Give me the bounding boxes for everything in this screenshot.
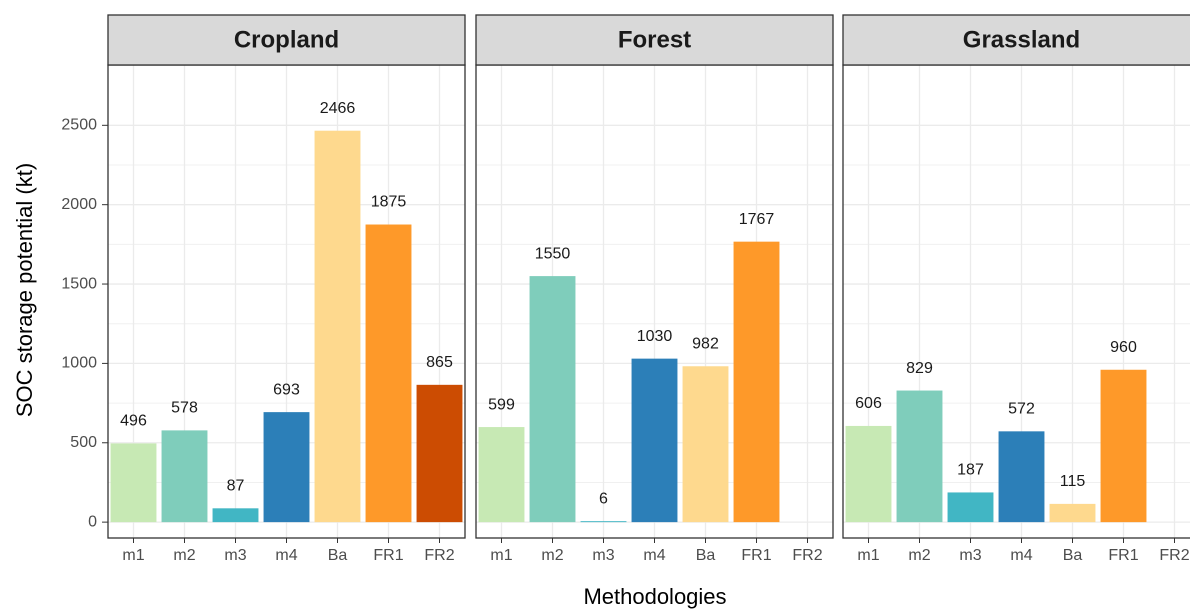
y-tick-label: 1000 xyxy=(61,355,97,372)
value-label: 187 xyxy=(957,462,984,479)
value-label: 578 xyxy=(171,400,198,417)
x-tick-label: FR2 xyxy=(1159,547,1189,564)
value-label: 115 xyxy=(1060,473,1086,490)
value-label: 1030 xyxy=(637,328,673,345)
bar xyxy=(110,443,157,523)
value-label: 6 xyxy=(599,490,608,507)
value-label: 865 xyxy=(426,354,453,371)
bar xyxy=(212,508,259,523)
bar xyxy=(416,384,463,523)
value-label: 599 xyxy=(488,396,515,413)
x-tick-label: m4 xyxy=(275,547,297,564)
bar xyxy=(529,276,576,523)
y-axis-title: SOC storage potential (kt) xyxy=(12,163,37,417)
bar xyxy=(1100,369,1147,523)
y-tick-label: 2000 xyxy=(61,196,97,213)
value-label: 572 xyxy=(1008,401,1035,418)
value-label: 693 xyxy=(273,381,300,398)
x-tick-label: FR1 xyxy=(373,547,403,564)
value-label: 606 xyxy=(855,395,882,412)
facet-title: Forest xyxy=(618,26,691,53)
bar xyxy=(161,430,208,523)
value-label: 1875 xyxy=(371,194,407,211)
x-tick-label: FR1 xyxy=(1108,547,1138,564)
x-tick-label: FR2 xyxy=(424,547,454,564)
bar xyxy=(365,224,412,523)
facet-title: Cropland xyxy=(234,26,339,53)
value-label: 829 xyxy=(906,360,933,377)
bar xyxy=(478,427,525,523)
strip xyxy=(842,14,1190,66)
x-tick-label: m3 xyxy=(224,547,246,564)
y-tick-label: 2500 xyxy=(61,117,97,134)
x-tick-label: m1 xyxy=(857,547,879,564)
x-tick-label: m2 xyxy=(173,547,195,564)
strip xyxy=(475,14,834,66)
bar xyxy=(733,241,780,523)
bar xyxy=(631,358,678,523)
value-label: 496 xyxy=(120,413,147,430)
x-axis-title: Methodologies xyxy=(583,584,726,609)
bar xyxy=(682,366,729,523)
bar xyxy=(998,431,1045,523)
x-tick-label: m4 xyxy=(1010,547,1032,564)
x-tick-label: m4 xyxy=(643,547,665,564)
strip xyxy=(107,14,466,66)
value-label: 2466 xyxy=(320,100,356,117)
bar xyxy=(263,412,310,523)
y-tick-label: 0 xyxy=(88,513,97,530)
y-tick-label: 500 xyxy=(70,434,97,451)
x-tick-label: m2 xyxy=(541,547,563,564)
x-tick-label: m3 xyxy=(592,547,614,564)
x-tick-label: m2 xyxy=(908,547,930,564)
value-label: 1767 xyxy=(739,211,775,228)
x-tick-label: m3 xyxy=(959,547,981,564)
value-label: 960 xyxy=(1110,339,1137,356)
x-tick-label: FR2 xyxy=(792,547,822,564)
x-tick-label: Ba xyxy=(696,547,716,564)
value-label: 87 xyxy=(227,478,245,495)
x-tick-label: m1 xyxy=(490,547,512,564)
facet-title: Grassland xyxy=(963,26,1080,53)
bar xyxy=(314,130,361,523)
value-label: 1550 xyxy=(535,245,571,262)
x-tick-label: m1 xyxy=(122,547,144,564)
bar xyxy=(947,492,994,523)
y-tick-label: 1500 xyxy=(61,275,97,292)
bar xyxy=(896,390,943,523)
x-tick-label: Ba xyxy=(328,547,348,564)
bar xyxy=(580,521,627,523)
x-tick-label: Ba xyxy=(1063,547,1083,564)
bar xyxy=(1049,503,1096,523)
x-tick-label: FR1 xyxy=(741,547,771,564)
value-label: 982 xyxy=(692,335,719,352)
bar xyxy=(845,425,892,523)
